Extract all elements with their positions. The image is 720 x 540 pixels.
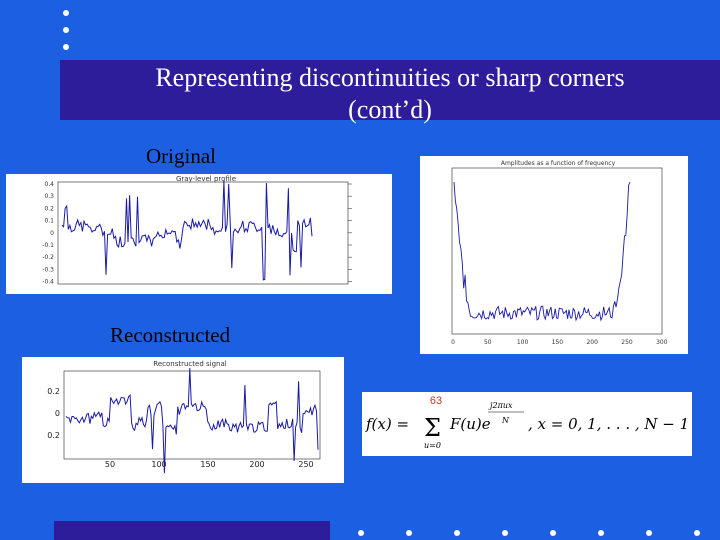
bullet-dot — [598, 530, 604, 536]
reconstructed-ytick-label: 0.2 — [47, 431, 60, 440]
reconstructed-xticks: 50 100 150 200 250 — [105, 460, 314, 469]
formula-exponent-num: j2πux — [488, 401, 513, 410]
amplitude-line — [453, 181, 631, 322]
original-plot-title: Gray-level profile — [176, 175, 236, 183]
formula-svg: f(x) = N−1 Σ u=0 F(u)e j2πux N , x = 0, … — [365, 401, 689, 450]
label-reconstructed: Reconstructed — [110, 323, 231, 347]
formula-rhs: , x = 0, 1, . . . , N − 1 — [528, 415, 689, 433]
formula-sum-bottom: u=0 — [424, 441, 441, 450]
original-ytick-label: -0.2 — [42, 254, 54, 261]
reconstructed-plot-svg: Reconstructed signal 50 100 150 200 250 0.20… — [47, 360, 321, 474]
reconstructed-xtick-label: 250 — [298, 460, 313, 469]
formula-sum-sign: Σ — [424, 414, 441, 442]
title-bar — [60, 60, 720, 120]
inverse-fourier-formula: f(x) = N−1 Σ u=0 F(u)e j2πux N , x = 0, … — [362, 392, 692, 456]
amplitude-xtick-label: 300 — [656, 339, 668, 346]
bullet-dot — [502, 530, 508, 536]
reconstructed-xtick-label: 150 — [200, 460, 215, 469]
amplitude-plot: Amplitudes as a function of frequency 0 5… — [420, 156, 688, 354]
amplitude-xtick-label: 50 — [484, 339, 492, 346]
slide-number: 63 — [422, 392, 450, 410]
reconstructed-plot-axes — [63, 370, 321, 460]
reconstructed-ytick-label: 0 — [55, 409, 60, 418]
original-ytick-label: 0.2 — [44, 205, 54, 212]
bullet-dot — [63, 44, 69, 50]
original-ytick-label: -0.1 — [42, 242, 54, 249]
slide-title-line2: (cont’d) — [348, 95, 432, 124]
reconstructed-signal-line — [65, 367, 319, 474]
slide-title-line1: Representing discontinuities or sharp co… — [155, 63, 625, 92]
original-ytick-label: 0.1 — [44, 218, 54, 225]
bullet-dot — [63, 10, 69, 16]
original-ytick-label: 0.3 — [44, 193, 54, 200]
bullet-dot — [358, 530, 364, 536]
bullet-dot — [454, 530, 460, 536]
original-ytick-label: 0.4 — [44, 181, 54, 188]
label-original: Original — [146, 144, 216, 168]
bullet-dot — [63, 27, 69, 33]
bullet-dot — [646, 530, 652, 536]
reconstructed-plot-title: Reconstructed signal — [153, 360, 226, 368]
bullet-dot — [694, 530, 700, 536]
amplitude-plot-title: Amplitudes as a function of frequency — [501, 160, 616, 167]
bullet-dot — [550, 530, 556, 536]
bottom-bar — [54, 521, 330, 540]
amplitude-plot-axes — [451, 167, 663, 335]
amplitude-plot-svg: Amplitudes as a function of frequency 0 5… — [451, 160, 668, 346]
original-plot-axes — [57, 181, 349, 285]
reconstructed-xtick-label: 100 — [151, 460, 166, 469]
reconstructed-yticks: 0.2 0 0.2 — [47, 387, 60, 440]
reconstructed-ytick-label: 0.2 — [47, 387, 60, 396]
original-plot: Gray-level profile 0.4 0.3 0.2 0.1 0 -0.1 -0.2… — [6, 174, 392, 294]
reconstructed-xtick-label: 50 — [105, 460, 115, 469]
original-ytick-label: -0.4 — [42, 279, 54, 286]
original-yticks: 0.4 0.3 0.2 0.1 0 -0.1 -0.2 -0.3 -0.4 — [42, 181, 352, 286]
amplitude-xtick-label: 0 — [451, 339, 455, 346]
original-ytick-label: -0.3 — [42, 266, 54, 273]
slide-title: Representing discontinuities or sharp co… — [60, 62, 720, 126]
reconstructed-xtick-label: 200 — [249, 460, 264, 469]
bullet-dot — [406, 530, 412, 536]
formula-lhs: f(x) = — [365, 415, 409, 433]
reconstructed-plot: Reconstructed signal 50 100 150 200 250 0.2 0… — [22, 357, 344, 483]
formula-exponent-den: N — [501, 416, 510, 425]
original-ytick-label: 0 — [50, 230, 54, 237]
formula-term: F(u)e — [449, 415, 491, 433]
amplitude-xtick-label: 250 — [621, 339, 633, 346]
original-plot-svg: Gray-level profile 0.4 0.3 0.2 0.1 0 -0.1 -0.2… — [42, 175, 352, 286]
amplitude-xtick-label: 100 — [517, 339, 529, 346]
amplitude-xtick-label: 200 — [586, 339, 598, 346]
original-signal-line — [61, 180, 313, 281]
amplitude-xtick-label: 150 — [552, 339, 564, 346]
amplitude-xticks: 0 50 100 150 200 250 300 — [451, 339, 668, 346]
